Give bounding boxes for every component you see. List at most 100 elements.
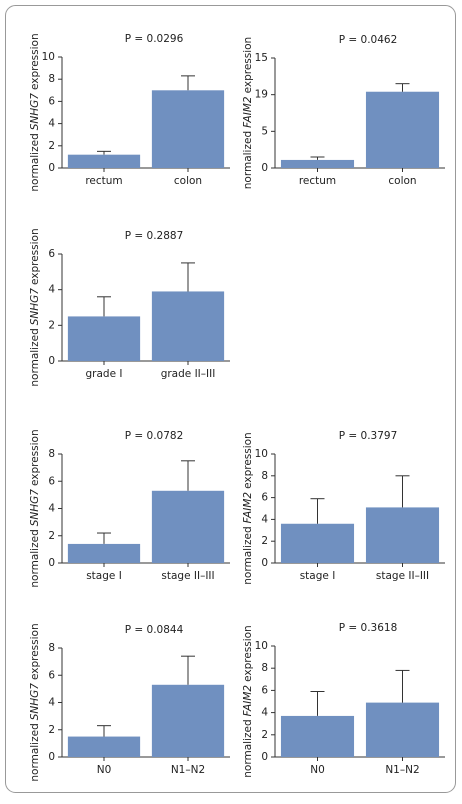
y-tick-label: 2 [48,530,55,542]
y-tick-label: 8 [261,662,268,674]
y-axis-label-part: expression [29,429,41,486]
bar [151,684,225,757]
bar [280,159,355,168]
y-tick-label: 8 [48,642,55,654]
x-tick-label: rectum [299,175,336,187]
y-tick-label: 6 [261,492,268,504]
y-tick-label: 2 [48,724,55,736]
bar [365,507,440,563]
chart-title: P = 0.0844 [125,624,184,636]
x-tick-label: stage II–III [376,570,429,582]
y-axis-label-part: normalized [29,723,41,781]
y-tick-label: 6 [48,95,55,107]
y-tick-label: 15 [255,52,268,64]
x-tick-label: stage I [300,570,336,582]
y-tick-label: 2 [48,319,55,331]
y-axis-label-part: normalized [29,328,41,386]
y-tick-label: 8 [48,448,55,460]
y-tick-label: 0 [261,162,268,174]
y-tick-label: 4 [48,503,55,515]
y-tick-label: 0 [48,557,55,569]
bar [365,91,440,168]
y-axis-label: normalized FAIM2 expression [242,625,254,777]
bar [67,543,141,563]
y-axis-label-part: expression [242,432,254,489]
y-axis-label-part: expression [242,625,254,682]
chart-title: P = 0.3797 [339,430,398,442]
chart-title: P = 0.2887 [125,230,184,242]
x-tick-label: stage II–III [161,570,214,582]
y-axis-label: normalized SNHG7 expression [29,228,41,386]
y-tick-label: 0 [261,557,268,569]
y-axis-label: normalized SNHG7 expression [29,33,41,191]
y-axis-label-part: SNHG7 [29,489,41,527]
x-tick-label: stage I [86,570,122,582]
chart-title: P = 0.0462 [339,34,398,46]
bar [151,291,225,361]
y-axis-label-part: FAIM2 [242,685,254,717]
y-axis-label-part: expression [29,33,41,90]
y-tick-label: 10 [255,640,268,652]
chart-title: P = 0.3618 [339,622,398,634]
bar [151,490,225,563]
y-axis-label-part: expression [242,37,254,94]
y-tick-label: 8 [48,73,55,85]
y-tick-label: 2 [261,535,268,547]
y-tick-label: 4 [261,707,268,719]
y-tick-label: 4 [261,513,268,525]
y-axis-label: normalized SNHG7 expression [29,429,41,587]
x-tick-label: N0 [310,764,325,776]
y-axis-label-part: FAIM2 [242,96,254,128]
y-tick-label: 2 [261,729,268,741]
y-tick-label: 6 [48,475,55,487]
y-axis-label: normalized FAIM2 expression [242,432,254,584]
chart-title: P = 0.0296 [125,33,184,45]
bar [365,702,440,757]
y-tick-label: 4 [48,284,55,296]
x-tick-label: grade I [86,368,123,380]
y-axis-label-part: expression [29,228,41,285]
y-axis-label-part: normalized [29,133,41,191]
bar [280,715,355,757]
y-tick-label: 10 [42,51,55,63]
y-axis-label-part: expression [29,623,41,680]
y-tick-label: 6 [48,248,55,260]
y-axis-label-part: SNHG7 [29,683,41,721]
x-tick-label: rectum [85,175,122,187]
x-tick-label: N1–N2 [385,764,419,776]
y-tick-label: 6 [261,684,268,696]
y-tick-label: 0 [261,751,268,763]
y-tick-label: 5 [261,125,268,137]
frame [5,5,456,793]
y-axis-label-part: normalized [29,529,41,587]
y-axis-label-part: normalized [242,131,254,189]
chart-title: P = 0.0782 [125,430,184,442]
y-axis-label: normalized FAIM2 expression [242,37,254,189]
y-axis-label-part: normalized [242,719,254,777]
x-tick-label: colon [174,175,202,187]
bar [67,736,141,757]
y-tick-label: 0 [48,751,55,763]
y-tick-label: 2 [48,140,55,152]
bar [151,90,225,168]
y-axis-label-part: FAIM2 [242,492,254,524]
y-tick-label: 0 [48,355,55,367]
y-tick-label: 10 [255,448,268,460]
y-tick-label: 4 [48,118,55,130]
y-tick-label: 4 [48,697,55,709]
bar [280,523,355,563]
y-axis-label: normalized SNHG7 expression [29,623,41,781]
y-tick-label: 6 [48,669,55,681]
x-tick-label: N0 [97,764,112,776]
bar [67,316,141,361]
y-tick-label: 8 [261,470,268,482]
x-tick-label: N1–N2 [171,764,205,776]
bar [67,154,141,168]
x-tick-label: colon [388,175,416,187]
y-tick-label: 19 [255,89,268,101]
y-axis-label-part: SNHG7 [29,288,41,326]
y-axis-label-part: normalized [242,526,254,584]
y-axis-label-part: SNHG7 [29,93,41,131]
y-tick-label: 0 [48,162,55,174]
